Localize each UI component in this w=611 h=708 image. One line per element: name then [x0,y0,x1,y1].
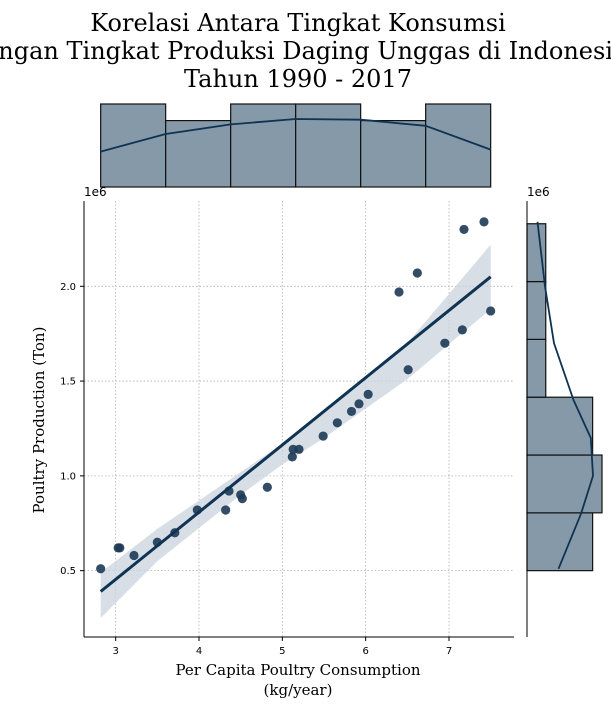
plot-axes [83,201,514,638]
chart-title: Korelasi Antara Tingkat Konsumsi dengan … [0,9,611,93]
scatter-point-16 [332,418,342,428]
scatter-point-22 [412,268,422,278]
scatter-point-20 [394,287,404,297]
top-hist-bar-3 [295,103,362,188]
x-tick-label-0: 3 [112,646,118,657]
y-axis-label: Poultry Production (Ton) [30,327,48,514]
scatter-point-19 [363,389,373,399]
scatter-point-17 [346,406,357,417]
scatter-point-11 [262,482,272,492]
confidence-band [100,244,491,618]
x-tick-label-1: 4 [196,646,202,657]
scatter-point-24 [457,325,467,335]
regression-line [99,275,492,593]
scatter-point-27 [486,306,496,316]
right-hist-bar-3 [526,338,547,398]
y-axis-ticks: 0.5 1.0 1.5 2.0 [60,282,84,577]
scatter-point-14 [294,444,304,454]
x-axis-label-line-1: Per Capita Poultry Consumption [175,661,420,679]
scatter-point-23 [440,338,450,348]
y-tick-label-1: 1.0 [60,471,76,482]
scatter-point-26 [479,217,489,227]
marginal-offset-text: 1e6 [527,185,550,199]
scatter-point-2 [115,543,125,553]
scatter-point-7 [221,505,231,515]
top-marginal-histogram [100,103,492,188]
top-hist-bar-4 [360,119,427,188]
scatter-point-3 [129,550,139,561]
y-axis-offset-text: 1e6 [84,185,107,199]
right-hist-bar-4 [526,280,547,340]
x-tick-label-2: 5 [279,646,285,657]
scatter-point-15 [318,431,328,441]
top-kde-curve [100,118,492,153]
scatter-plot-area: 3 4 5 6 7 0.5 1.0 1.5 2.0 [60,201,514,657]
x-axis-label-line-2: (kg/year) [264,681,333,699]
y-tick-label-3: 2.0 [60,282,76,293]
scatter-point-12 [287,452,297,462]
x-axis-ticks: 3 4 5 6 7 [112,637,452,657]
x-tick-label-3: 6 [362,646,368,657]
top-hist-bar-1 [165,119,232,188]
scatter-point-18 [354,399,364,409]
top-hist-bar-0 [100,103,167,188]
y-tick-label-0: 0.5 [60,566,76,577]
right-hist-bar-0 [526,512,594,572]
right-hist-bar-1 [526,454,603,514]
scatter-points [96,217,496,574]
top-hist-bar-2 [230,103,297,188]
chart-title-line-1: Korelasi Antara Tingkat Konsumsi [90,9,506,37]
y-tick-label-2: 1.5 [60,377,76,388]
chart-title-line-2: dengan Tingkat Produksi Daging Unggas di… [0,37,611,65]
grid-lines [84,201,514,637]
x-tick-label-4: 7 [446,646,452,657]
right-kde-curve [536,221,594,570]
scatter-point-0 [96,564,106,574]
chart-title-line-3: Tahun 1990 - 2017 [184,65,412,93]
scatter-point-10 [237,494,247,504]
right-hist-bar-2 [526,396,594,456]
scatter-point-21 [403,365,413,375]
right-marginal-histogram [526,201,603,637]
scatter-point-25 [459,224,469,235]
